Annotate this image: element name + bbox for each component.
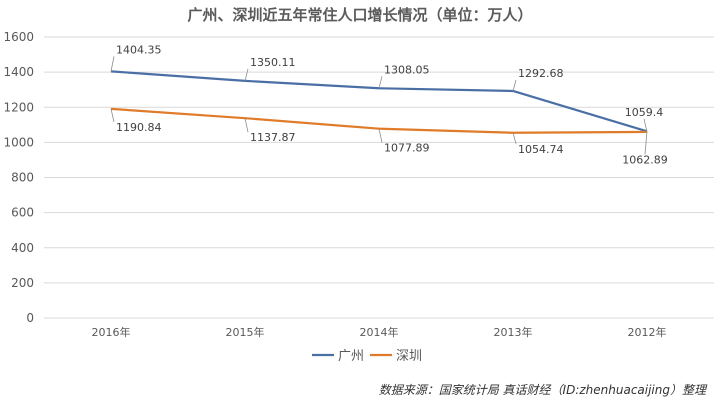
legend-label: 深圳	[396, 349, 422, 364]
leader-line	[644, 131, 648, 155]
data-label: 1190.84	[116, 121, 162, 134]
data-label: 1308.05	[384, 63, 430, 76]
data-label: 1292.68	[518, 67, 564, 80]
x-tick-label: 2016年	[92, 325, 131, 339]
data-label: 1404.35	[116, 43, 162, 56]
data-label: 1077.89	[384, 142, 430, 155]
y-tick-label: 1000	[3, 135, 34, 149]
data-label: 1350.11	[250, 56, 296, 69]
leader-line	[244, 68, 249, 81]
series-line-guangzhou	[110, 70, 648, 133]
y-tick-label: 1600	[3, 30, 34, 44]
data-label: 1059.4	[625, 106, 664, 119]
data-label: 1062.89	[622, 153, 668, 166]
y-tick-label: 0	[26, 311, 34, 325]
y-tick-label: 800	[11, 171, 34, 185]
legend-label: 广州	[338, 349, 364, 364]
x-tick-label: 2014年	[360, 325, 399, 339]
leader-line	[378, 76, 383, 89]
leader-line	[110, 56, 115, 72]
y-tick-label: 400	[11, 241, 34, 255]
y-tick-label: 200	[11, 276, 34, 290]
x-tick-label: 2015年	[226, 325, 265, 339]
source-note: 数据来源：国家统计局 真话财经（ID:zhenhuacaijing）整理	[379, 383, 708, 397]
y-tick-label: 600	[11, 206, 34, 220]
x-tick-label: 2013年	[494, 325, 533, 339]
leader-line	[110, 108, 115, 122]
y-tick-label: 1400	[3, 65, 34, 79]
x-tick-label: 2012年	[628, 325, 667, 339]
chart-title: 广州、深圳近五年常住人口增长情况（单位：万人）	[187, 6, 532, 24]
y-tick-label: 1200	[3, 100, 34, 114]
leader-line	[244, 118, 249, 133]
leader-line	[512, 79, 517, 92]
leader-line	[512, 132, 517, 144]
data-label: 1137.87	[250, 131, 296, 144]
leader-line	[378, 128, 383, 143]
data-label: 1054.74	[518, 143, 564, 156]
leader-line	[643, 118, 648, 133]
